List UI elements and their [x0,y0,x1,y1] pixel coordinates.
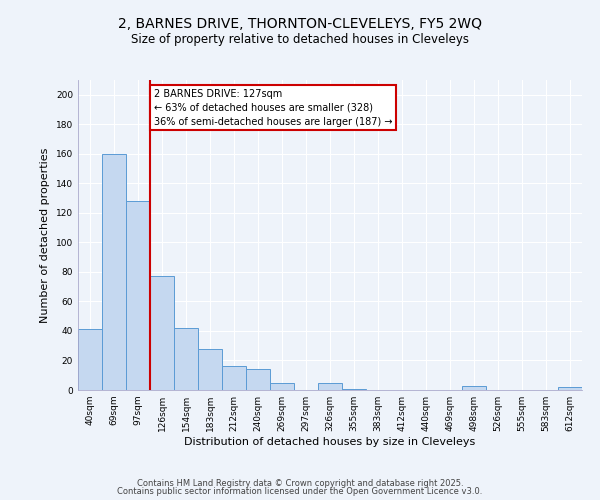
Bar [246,370,270,390]
X-axis label: Distribution of detached houses by size in Cleveleys: Distribution of detached houses by size … [184,437,476,447]
Bar [174,328,198,390]
Bar [342,388,366,390]
Bar [126,201,150,390]
Bar [270,382,294,390]
Bar [78,330,102,390]
Bar [318,382,342,390]
Text: 2, BARNES DRIVE, THORNTON-CLEVELEYS, FY5 2WQ: 2, BARNES DRIVE, THORNTON-CLEVELEYS, FY5… [118,18,482,32]
Text: 2 BARNES DRIVE: 127sqm
← 63% of detached houses are smaller (328)
36% of semi-de: 2 BARNES DRIVE: 127sqm ← 63% of detached… [154,89,392,127]
Bar [150,276,174,390]
Text: Contains HM Land Registry data © Crown copyright and database right 2025.: Contains HM Land Registry data © Crown c… [137,478,463,488]
Y-axis label: Number of detached properties: Number of detached properties [40,148,50,322]
Text: Contains public sector information licensed under the Open Government Licence v3: Contains public sector information licen… [118,488,482,496]
Bar [462,386,486,390]
Bar [222,366,246,390]
Text: Size of property relative to detached houses in Cleveleys: Size of property relative to detached ho… [131,32,469,46]
Bar [102,154,126,390]
Bar [198,348,222,390]
Bar [558,387,582,390]
